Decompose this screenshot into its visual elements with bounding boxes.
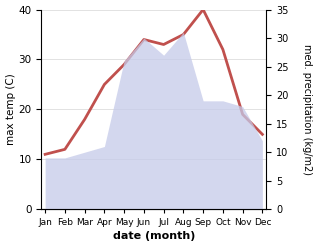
Y-axis label: med. precipitation (kg/m2): med. precipitation (kg/m2): [302, 44, 313, 175]
X-axis label: date (month): date (month): [113, 231, 195, 242]
Y-axis label: max temp (C): max temp (C): [5, 74, 16, 145]
